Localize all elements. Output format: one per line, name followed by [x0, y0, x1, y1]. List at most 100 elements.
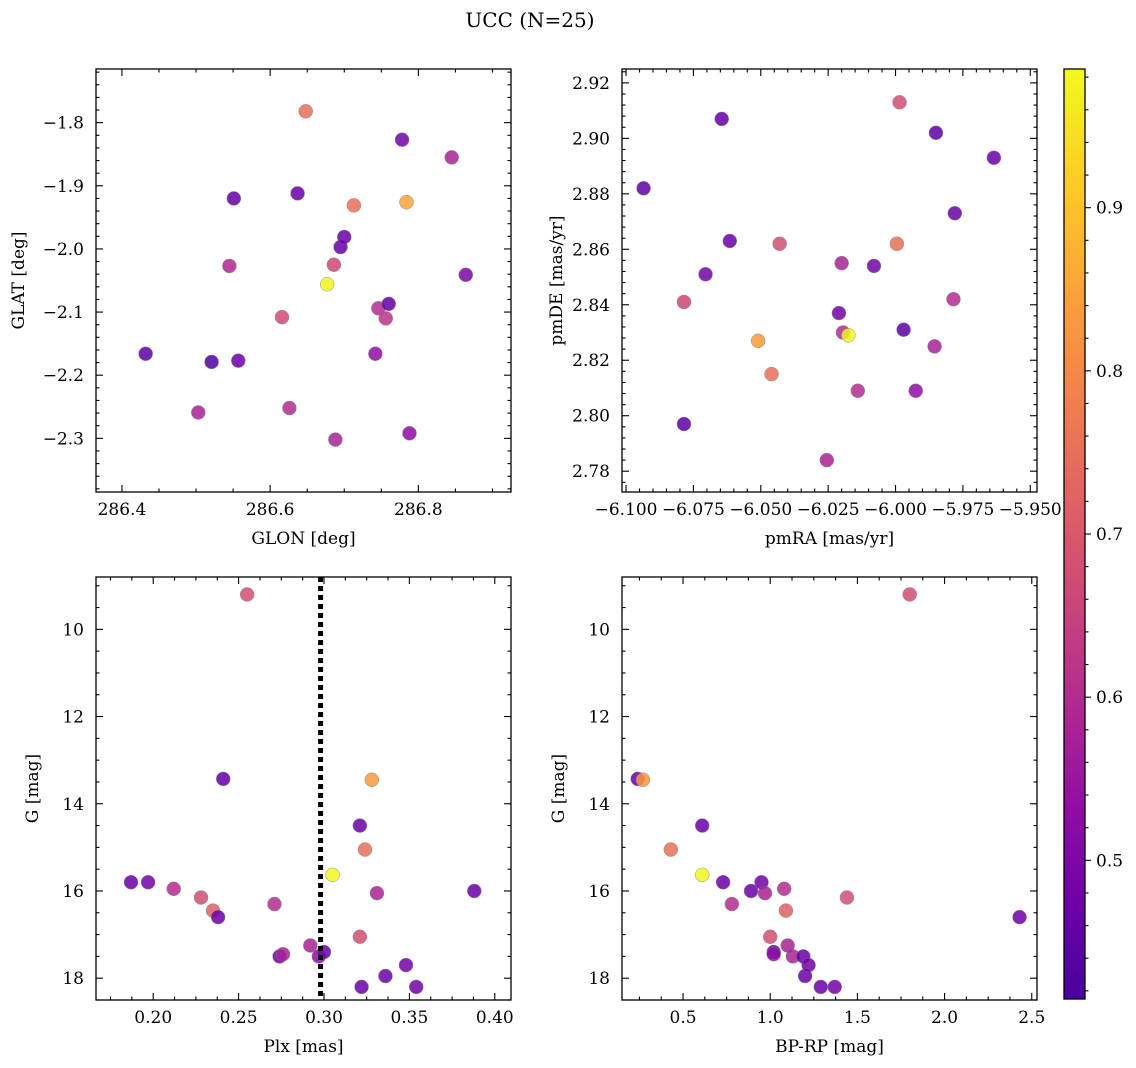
data-point [834, 255, 849, 271]
y-tick-label: −2.3 [43, 429, 84, 449]
data-point [354, 979, 369, 995]
ticks [96, 577, 511, 1001]
data-point [636, 181, 651, 196]
data-point [813, 979, 829, 995]
panels: 286.4 286.6 286.8 −2.3 −2.2 −2.1 −2.0 −1.9 −1.8 G… [9, 68, 1062, 1057]
panel-bprp-g: 0.5 1.0 1.5 2.0 2.5 10 12 14 16 18 BP-RP [mag] G [m… [549, 576, 1045, 1057]
x-tick-label: 1.0 [757, 1008, 784, 1028]
data-point [275, 946, 291, 962]
x-tick-label: 286.4 [98, 500, 147, 520]
data-point [698, 267, 713, 282]
y-tick-label: 16 [62, 882, 84, 902]
panel-glon-glat: 286.4 286.6 286.8 −2.3 −2.2 −2.1 −2.0 −1.9 −1.8 G… [9, 68, 512, 549]
points [138, 104, 474, 447]
data-point [764, 366, 779, 382]
y-tick-label: 12 [62, 708, 84, 728]
x-tick-label: 1.5 [844, 1008, 871, 1028]
ticks [622, 577, 1037, 1001]
data-point [902, 587, 917, 602]
data-point [772, 236, 787, 251]
data-point [819, 452, 835, 468]
data-point [231, 353, 246, 368]
y-axis-label: G [mag] [23, 754, 43, 823]
data-point [676, 416, 692, 432]
data-point [778, 903, 794, 918]
y-tick-label: 2.86 [572, 240, 610, 260]
data-point [841, 328, 856, 343]
data-point [896, 322, 911, 337]
data-point [215, 771, 231, 787]
data-point [191, 405, 206, 420]
points [123, 587, 482, 995]
data-point [892, 95, 907, 110]
y-tick-label: 2.78 [572, 462, 610, 482]
y-tick-label: 2.80 [572, 407, 610, 427]
data-point [337, 229, 352, 245]
data-point [193, 890, 209, 905]
data-point [239, 587, 255, 602]
colorbar-tick-label: 0.7 [1096, 525, 1123, 545]
colorbar: 0.5 0.6 0.7 0.8 0.9 [1063, 68, 1123, 1000]
data-point [927, 339, 942, 354]
data-point [222, 258, 237, 274]
y-axis-label: pmDE [mas/yr] [547, 215, 567, 345]
x-tick-label: 0.20 [134, 1008, 172, 1028]
x-tick-label: −6.100 [595, 500, 658, 520]
data-point [328, 432, 343, 447]
colorbar-tick-label: 0.9 [1096, 199, 1123, 219]
data-point [303, 938, 318, 953]
data-point [946, 291, 961, 307]
x-tick-label: −6.025 [797, 500, 860, 520]
y-tick-label: 2.84 [572, 296, 610, 316]
axes-frame [621, 576, 1038, 1001]
y-tick-label: 2.88 [572, 185, 610, 205]
data-point [394, 132, 410, 147]
data-point [947, 205, 963, 221]
data-point [1012, 909, 1027, 925]
y-tick-label: 18 [62, 969, 84, 989]
data-point [889, 236, 905, 251]
data-point [694, 818, 710, 833]
x-tick-label: 0.25 [220, 1008, 258, 1028]
data-point [908, 383, 923, 399]
x-tick-label: 286.6 [246, 500, 295, 520]
data-point [986, 150, 1002, 166]
colorbar-tick-label: 0.8 [1096, 362, 1123, 382]
y-tick-label: 14 [588, 795, 610, 815]
colorbar-tick-label: 0.5 [1096, 851, 1123, 871]
data-point [866, 258, 882, 274]
data-point [381, 296, 396, 312]
y-tick-label: −1.9 [43, 177, 84, 197]
data-point [827, 979, 842, 995]
x-axis-label: Plx [mas] [263, 1037, 343, 1057]
y-tick-label: 16 [588, 882, 610, 902]
data-point [352, 818, 368, 833]
data-point [166, 881, 181, 897]
x-tick-label: −5.950 [999, 500, 1062, 520]
data-point [408, 979, 424, 995]
data-point [399, 194, 414, 210]
data-point [204, 354, 219, 370]
data-point [352, 929, 368, 945]
data-point [138, 346, 153, 361]
data-point [801, 957, 816, 973]
y-tick-label: 14 [62, 795, 84, 815]
data-point [458, 267, 474, 283]
y-tick-label: 10 [588, 620, 610, 640]
data-point [123, 875, 139, 890]
panel-pmra-pmde: −6.100 −6.075 −6.050 −6.025 −6.000 −5.975 −5.9… [547, 68, 1062, 549]
data-point [444, 150, 459, 165]
data-point [325, 867, 340, 883]
data-point [402, 426, 417, 441]
x-axis-label: GLON [deg] [251, 529, 355, 549]
y-tick-label: 2.90 [572, 129, 610, 149]
axes-frame [95, 576, 512, 1001]
points [636, 95, 1002, 468]
data-point [357, 842, 373, 857]
data-point [226, 191, 242, 206]
data-point [364, 772, 380, 788]
data-point [210, 909, 226, 925]
x-tick-label: −6.050 [729, 500, 792, 520]
y-axis-label: GLAT [deg] [9, 231, 29, 329]
